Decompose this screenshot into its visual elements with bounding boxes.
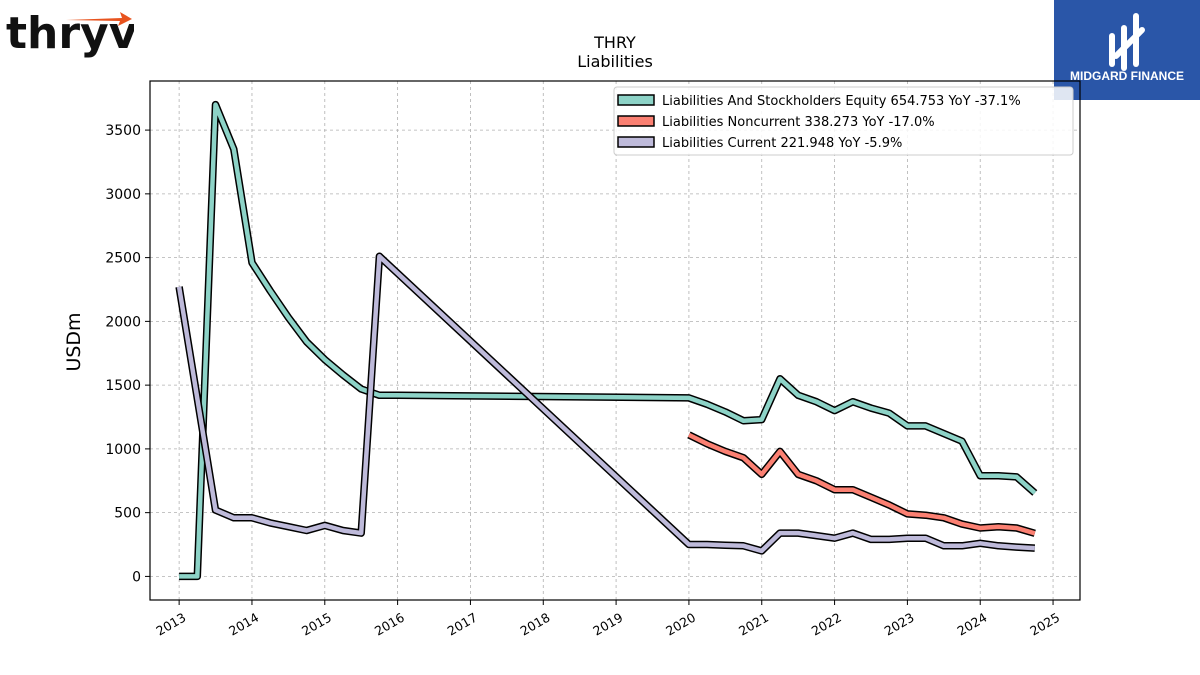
series-2-line [176,254,1035,554]
legend: Liabilities And Stockholders Equity 654.… [613,86,1074,156]
y-tick-label: 1000 [105,442,141,458]
x-tick-label: 2025 [1027,610,1062,639]
legend-label-0: Liabilities And Stockholders Equity 654.… [662,94,1021,109]
x-tick-label: 2019 [590,610,625,639]
y-axis-ticks: 0 500 1000 1500 2000 2500 3000 3500 [105,123,150,585]
y-tick-label: 2500 [105,251,141,267]
grid-lines [150,81,1080,600]
legend-swatch-0 [617,94,655,106]
midgard-finance-logo: MIDGARD FINANCE [1054,0,1200,100]
y-tick-label: 2000 [105,314,141,330]
y-axis-label: USDm [63,312,85,371]
midgard-emblem-icon [1109,13,1145,71]
plot-frame [149,80,1081,601]
logo-wordmark: thryv [6,8,134,59]
x-tick-label: 2017 [445,610,480,639]
legend-swatch-1 [617,115,655,127]
x-tick-label: 2016 [372,610,407,639]
y-tick-label: 3500 [105,123,141,139]
x-tick-label: 2021 [736,610,771,639]
chart-title: THRY [593,33,636,52]
x-tick-label: 2015 [299,610,334,639]
y-tick-label: 0 [132,569,141,585]
legend-label-1: Liabilities Noncurrent 338.273 YoY -17.0… [662,115,935,130]
series-1-outline [687,431,1036,537]
x-tick-label: 2020 [663,610,698,639]
series-lines [175,100,1038,581]
x-tick-label: 2018 [517,610,552,639]
x-tick-label: 2013 [153,610,188,639]
legend-swatch-2 [617,136,655,148]
x-tick-label: 2023 [882,610,917,639]
chart-subtitle: Liabilities [577,52,653,71]
thryv-logo: thryv [4,4,138,60]
y-tick-label: 1500 [105,378,141,394]
series-1-line [687,432,1036,536]
y-tick-label: 500 [114,506,141,522]
y-tick-label: 3000 [105,187,141,203]
x-axis-ticks: 2013 2014 2015 2016 2017 2018 2019 2020 2021 2022… [153,600,1062,639]
x-tick-label: 2014 [226,610,261,639]
x-tick-label: 2022 [809,610,844,639]
midgard-wordmark: MIDGARD FINANCE [1070,69,1184,83]
legend-box [613,86,1074,156]
x-tick-label: 2024 [954,610,989,639]
series-2-outline [175,252,1036,555]
series-0-line [179,102,1037,579]
legend-label-2: Liabilities Current 221.948 YoY -5.9% [662,136,902,151]
logo-swoosh-icon [66,12,132,26]
